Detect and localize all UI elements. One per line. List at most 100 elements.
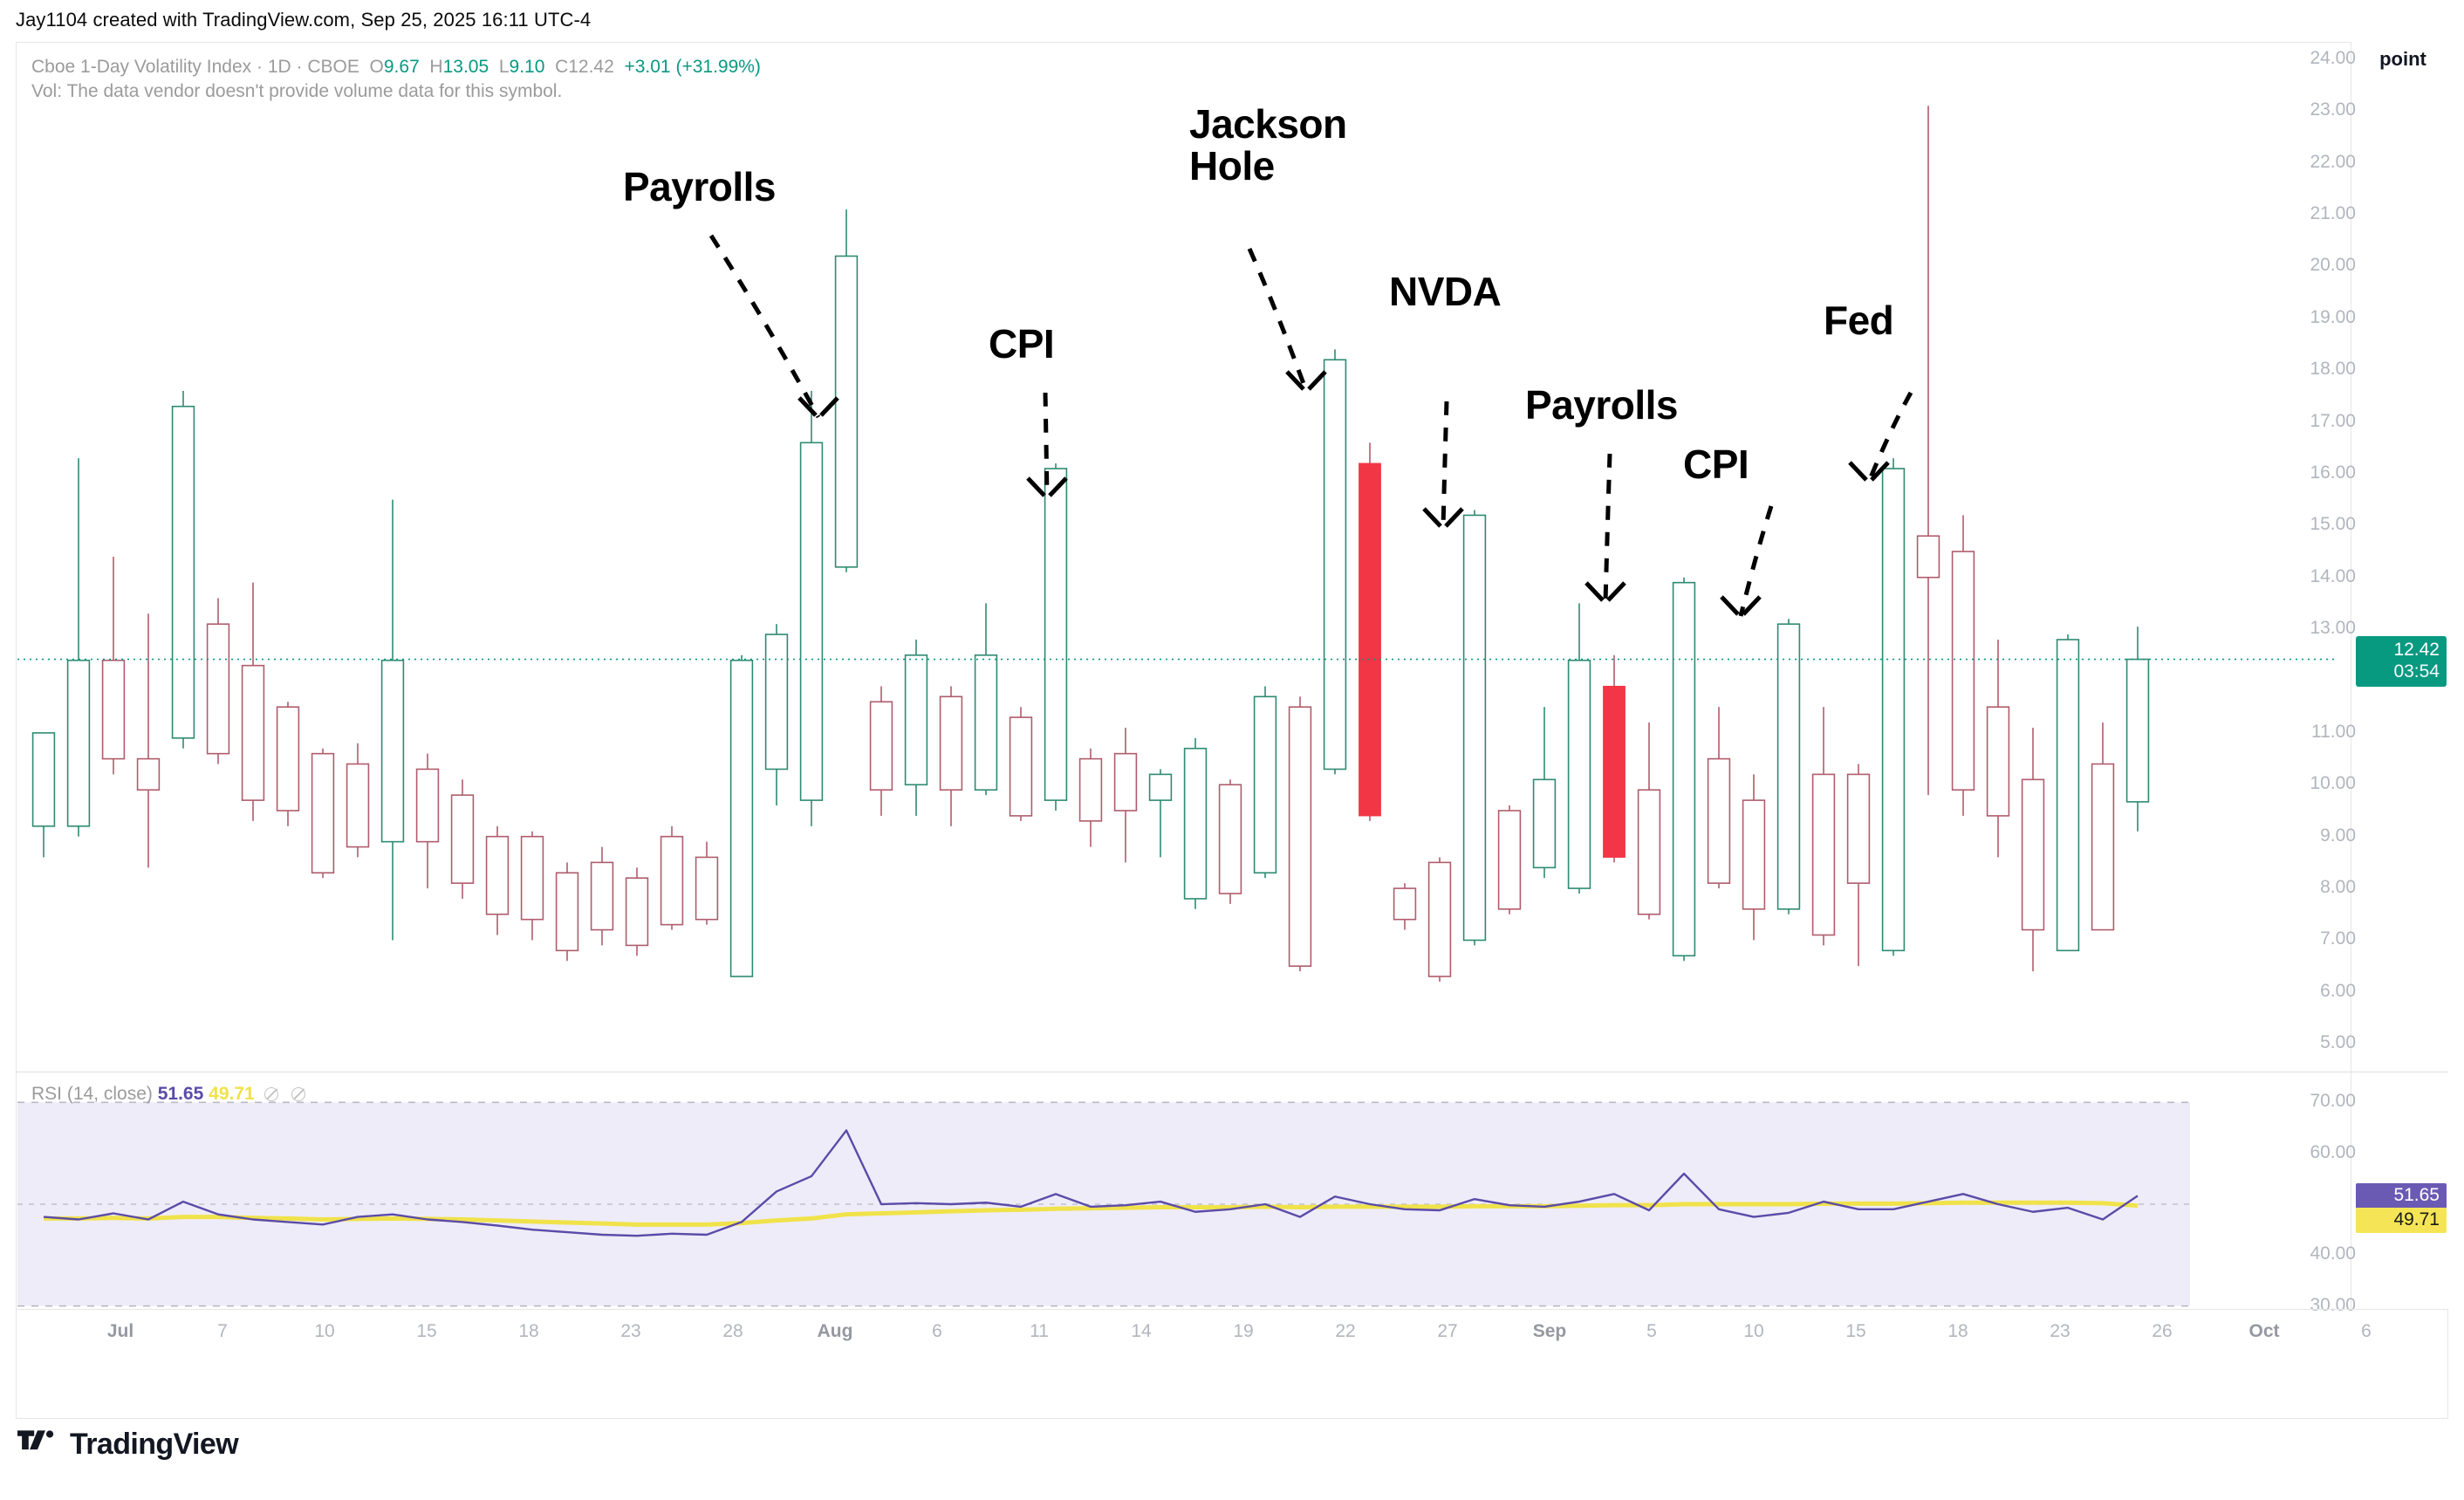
candle — [66, 458, 91, 837]
current-price-time: 03:54 — [2393, 661, 2440, 682]
rsi-ma-value-badge: 49.71 — [2356, 1208, 2447, 1234]
legend-o-label: O — [369, 57, 384, 77]
price-tick: 9.00 — [2320, 825, 2356, 846]
price-tick: 15.00 — [2310, 514, 2356, 535]
candle — [1776, 619, 1801, 914]
candle — [346, 743, 370, 858]
candle — [2021, 727, 2045, 972]
time-axis-day-label: 5 — [1646, 1321, 1657, 1341]
rsi-value-badge: 51.65 — [2356, 1183, 2447, 1209]
candle — [520, 831, 544, 941]
candle — [1986, 639, 2010, 858]
price-tick: 13.00 — [2310, 618, 2356, 639]
candle — [415, 753, 440, 889]
candle — [1532, 707, 1557, 879]
price-tick: 21.00 — [2310, 202, 2356, 223]
candle — [1218, 779, 1242, 904]
candle — [939, 686, 963, 826]
rsi-tick: 40.00 — [2310, 1243, 2356, 1264]
candle — [1916, 106, 1940, 796]
time-axis[interactable] — [16, 1309, 2448, 1360]
candle — [1637, 723, 1661, 920]
candle — [590, 846, 614, 946]
rsi-title: RSI (14, close) — [31, 1084, 153, 1104]
time-axis-day-label: 27 — [1437, 1321, 1458, 1341]
current-price-badge: 12.42 03:54 — [2356, 635, 2447, 687]
price-tick: 7.00 — [2320, 928, 2356, 949]
hide-indicator-icon[interactable] — [264, 1087, 278, 1101]
rsi-plot[interactable] — [17, 1082, 2335, 1326]
legend-c-value: 12.42 — [568, 57, 614, 77]
rsi-tick: 60.00 — [2310, 1141, 2356, 1162]
candle — [1603, 654, 1626, 863]
price-scale-unit: point — [2379, 48, 2426, 70]
annotation-label: Payrolls — [1525, 382, 1679, 428]
annotation-label: CPI — [1683, 442, 1749, 487]
legend-h-label: H — [429, 57, 443, 77]
time-axis-month-label: Oct — [2248, 1321, 2280, 1341]
candlestick-plot[interactable] — [17, 44, 2335, 1065]
candle — [1393, 883, 1417, 930]
price-tick: 20.00 — [2310, 255, 2356, 276]
candle — [1009, 707, 1033, 821]
price-tick: 11.00 — [2311, 721, 2356, 742]
time-axis-day-label: 15 — [416, 1321, 437, 1341]
candle — [660, 825, 684, 930]
time-axis-day-label: 28 — [722, 1321, 743, 1341]
price-tick: 24.00 — [2310, 47, 2356, 68]
time-axis-day-label: 11 — [1030, 1321, 1049, 1341]
legend-h-value: 13.05 — [442, 57, 489, 77]
candle — [1113, 727, 1138, 863]
candle — [625, 867, 649, 956]
time-axis-day-label: 10 — [314, 1321, 335, 1341]
time-axis-day-label: 22 — [1335, 1321, 1356, 1341]
chart-legend[interactable]: Cboe 1-Day Volatility Index · 1D · CBOE … — [31, 57, 761, 77]
legend-exchange: CBOE — [307, 57, 359, 77]
time-axis-day-label: 23 — [620, 1321, 641, 1341]
candle — [136, 613, 161, 868]
time-axis-day-label: 6 — [932, 1321, 942, 1341]
candle — [1148, 769, 1173, 858]
price-tick: 6.00 — [2320, 980, 2356, 1001]
attribution-line: Jay1104 created with TradingView.com, Se… — [16, 9, 592, 31]
rsi-value: 51.65 — [157, 1084, 204, 1104]
candle — [311, 748, 335, 879]
price-tick: 23.00 — [2310, 99, 2356, 120]
candle — [729, 654, 754, 977]
time-axis-day-label: 7 — [217, 1321, 228, 1341]
candle — [695, 841, 719, 925]
price-tick: 17.00 — [2310, 410, 2356, 431]
candle — [1567, 603, 1591, 894]
time-axis-day-label: 6 — [2361, 1321, 2372, 1341]
candle — [1427, 857, 1452, 982]
annotation-label: Jackson Hole — [1189, 101, 1347, 189]
time-axis-day-label: 23 — [2050, 1321, 2070, 1341]
candle — [1253, 686, 1277, 879]
rsi-legend[interactable]: RSI (14, close) 51.65 49.71 — [31, 1084, 310, 1105]
time-axis-day-label: 18 — [518, 1321, 539, 1341]
candle — [974, 603, 998, 796]
candle — [1044, 463, 1068, 811]
candle — [1323, 349, 1347, 775]
legend-o-value: 9.67 — [383, 57, 420, 77]
price-tick: 22.00 — [2310, 151, 2356, 172]
candle — [101, 556, 126, 775]
hide-indicator-icon-2[interactable] — [291, 1087, 306, 1101]
candle — [1497, 805, 1522, 914]
candle — [1742, 774, 1766, 941]
candle — [2056, 634, 2080, 952]
candle — [2091, 723, 2115, 931]
candle — [2125, 627, 2150, 832]
price-tick: 16.00 — [2310, 462, 2356, 483]
candle — [1359, 442, 1381, 821]
price-tick: 18.00 — [2310, 359, 2356, 380]
time-axis-day-label: 10 — [1743, 1321, 1764, 1341]
candle — [31, 732, 56, 858]
legend-l-label: L — [498, 57, 510, 77]
time-axis-day-label: 19 — [1233, 1321, 1254, 1341]
price-tick: 14.00 — [2310, 565, 2356, 586]
legend-change: +3.01 — [624, 57, 671, 77]
price-tick: 10.00 — [2310, 773, 2356, 794]
price-tick: 5.00 — [2320, 1032, 2356, 1053]
legend-l-value: 9.10 — [509, 57, 545, 77]
